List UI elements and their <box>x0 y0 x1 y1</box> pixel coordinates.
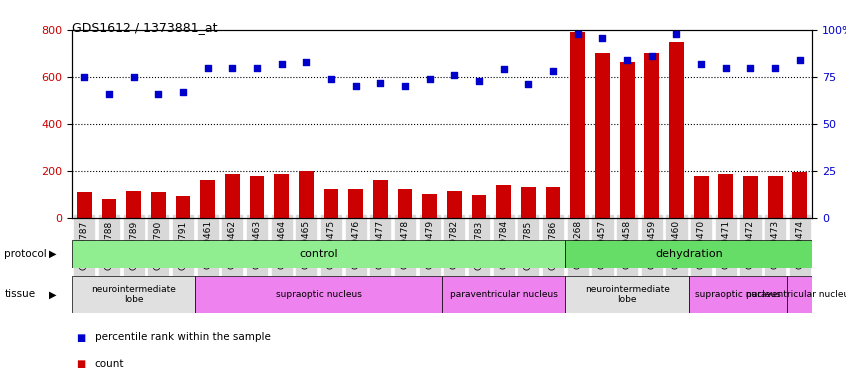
Point <box>695 61 708 67</box>
Point <box>398 83 412 89</box>
Point <box>374 80 387 86</box>
Point <box>620 57 634 63</box>
Point <box>497 66 510 72</box>
Bar <box>398 189 413 217</box>
Point <box>645 53 658 59</box>
Bar <box>175 196 190 217</box>
Text: ▶: ▶ <box>49 249 57 259</box>
Bar <box>102 199 116 217</box>
Point <box>768 64 782 70</box>
Point <box>522 81 536 87</box>
Bar <box>422 194 437 217</box>
Point <box>176 89 190 95</box>
Text: dehydration: dehydration <box>655 249 722 259</box>
Point <box>571 31 585 37</box>
Text: count: count <box>95 359 124 369</box>
Text: GDS1612 / 1373881_at: GDS1612 / 1373881_at <box>72 21 217 34</box>
Bar <box>546 187 560 218</box>
Bar <box>299 171 314 217</box>
Bar <box>497 185 511 218</box>
Text: neurointermediate
lobe: neurointermediate lobe <box>585 285 669 304</box>
Bar <box>151 192 166 217</box>
Bar <box>72 240 565 268</box>
Bar <box>471 195 486 217</box>
Bar <box>565 240 812 268</box>
Point <box>324 76 338 82</box>
Point <box>127 74 140 80</box>
Point <box>275 61 288 67</box>
Text: percentile rank within the sample: percentile rank within the sample <box>95 333 271 342</box>
Bar <box>595 54 610 217</box>
Bar <box>689 276 788 313</box>
Point <box>719 64 733 70</box>
Bar <box>225 174 239 217</box>
Bar <box>718 174 733 217</box>
Text: ■: ■ <box>76 359 85 369</box>
Point <box>670 31 684 37</box>
Bar <box>72 276 195 313</box>
Bar <box>250 177 264 218</box>
Bar <box>201 180 215 218</box>
Bar <box>447 190 462 217</box>
Point <box>226 64 239 70</box>
Text: ▶: ▶ <box>49 290 57 299</box>
Text: protocol: protocol <box>4 249 47 259</box>
Bar <box>669 42 684 218</box>
Text: neurointermediate
lobe: neurointermediate lobe <box>91 285 176 304</box>
Point <box>78 74 91 80</box>
Bar <box>521 187 536 218</box>
Text: ■: ■ <box>76 333 85 342</box>
Bar <box>793 172 807 217</box>
Point <box>793 57 806 63</box>
Text: supraoptic nucleus: supraoptic nucleus <box>695 290 781 299</box>
Point <box>547 68 560 74</box>
Bar <box>570 32 585 218</box>
Point <box>201 64 214 70</box>
Bar <box>619 62 634 217</box>
Point <box>448 72 461 78</box>
Bar <box>694 177 708 218</box>
Point <box>423 76 437 82</box>
Point <box>250 64 264 70</box>
Point <box>151 91 165 97</box>
Bar <box>349 189 363 217</box>
Point <box>102 91 116 97</box>
Point <box>299 59 313 65</box>
Text: control: control <box>299 249 338 259</box>
Bar <box>126 190 141 217</box>
Text: paraventricular nucleus: paraventricular nucleus <box>450 290 558 299</box>
Bar <box>788 276 812 313</box>
Point <box>349 83 362 89</box>
Bar <box>323 189 338 217</box>
Text: tissue: tissue <box>4 290 36 299</box>
Bar <box>442 276 565 313</box>
Bar <box>373 180 387 218</box>
Bar <box>77 192 91 217</box>
Point <box>744 64 757 70</box>
Bar <box>195 276 442 313</box>
Bar <box>743 177 758 218</box>
Text: paraventricular nucleus: paraventricular nucleus <box>746 290 846 299</box>
Point <box>472 78 486 84</box>
Bar <box>274 174 289 217</box>
Bar <box>565 276 689 313</box>
Point <box>596 34 609 40</box>
Bar <box>768 177 783 218</box>
Text: supraoptic nucleus: supraoptic nucleus <box>276 290 361 299</box>
Bar <box>645 54 659 217</box>
